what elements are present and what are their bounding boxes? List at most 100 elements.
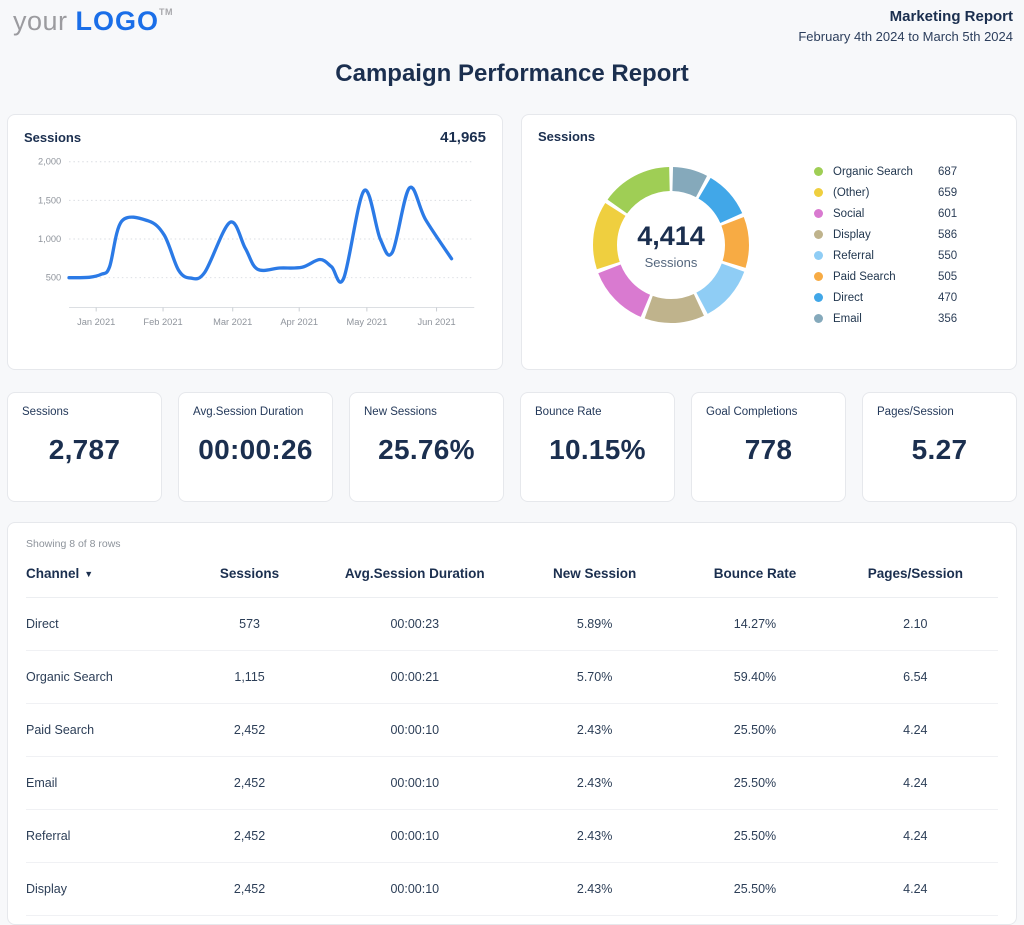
donut-legend: Organic Search 687 (Other) 659 Social 601 Disp… xyxy=(814,166,972,325)
company-logo: your LOGOTM xyxy=(13,6,173,37)
metric-cell: 00:00:23 xyxy=(390,617,440,631)
metric-cell: 59.40% xyxy=(733,670,777,684)
line-chart-svg: 500 1,000 1,500 2,000 Jan 2021 Feb 2021 Mar 20… xyxy=(38,157,475,327)
metric-cell: 2,452 xyxy=(233,723,266,737)
sessions-line-panel: Sessions 41,965 500 1,000 1,500 2,000 Jan 20… xyxy=(7,114,503,370)
legend-label: Display xyxy=(833,228,871,241)
legend-label: Referral xyxy=(833,249,874,262)
table-row-email: Email 2,452 00:00:10 2.43% 25.50% 4.24 xyxy=(26,757,998,810)
kpi-card-new-sessions: New Sessions 25.76% xyxy=(349,392,504,502)
kpi-value: 778 xyxy=(744,434,793,465)
metric-cell: 2.43% xyxy=(576,829,613,843)
legend-item-direct[interactable]: Direct 470 xyxy=(814,292,972,304)
metric-cell: 5.89% xyxy=(576,617,613,631)
kpi-label: Avg.Session Duration xyxy=(193,406,304,418)
legend-value: 356 xyxy=(938,312,958,325)
metric-cell: 25.50% xyxy=(733,776,777,790)
kpi-row: Sessions 2,787 Avg.Session Duration 00:00:2… xyxy=(7,392,1017,502)
legend-item-email[interactable]: Email 356 xyxy=(814,313,972,325)
line-chart-title: Sessions xyxy=(24,130,82,145)
header: your LOGOTM Marketing Report February 4t… xyxy=(7,0,1017,44)
legend-value: 550 xyxy=(938,249,958,262)
svg-text:2,000: 2,000 xyxy=(38,157,61,167)
report-meta: Marketing Report February 4th 2024 to Ma… xyxy=(798,6,1013,44)
donut-body: 4,414 Sessions Organic Search 687 (Other) 6… xyxy=(538,150,1000,340)
table-row-referral: Referral 2,452 00:00:10 2.43% 25.50% 4.24 xyxy=(26,810,998,863)
svg-text:Jun 2021: Jun 2021 xyxy=(417,317,455,327)
table-body: Direct 573 00:00:23 5.89% 14.27% 2.10 Organic … xyxy=(26,598,998,916)
legend-label: Organic Search xyxy=(833,165,913,178)
column-header-pages-session[interactable]: Pages/Session xyxy=(867,566,963,581)
metric-cell: 2.10 xyxy=(903,617,928,631)
kpi-card-bounce-rate: Bounce Rate 10.15% xyxy=(520,392,675,502)
line-chart-total: 41,965 xyxy=(440,129,486,146)
metric-cell: 2.43% xyxy=(576,776,613,790)
kpi-card-goal-completions: Goal Completions 778 xyxy=(691,392,846,502)
metric-cell: 2,452 xyxy=(233,882,266,896)
sessions-donut-chart: 4,414 Sessions xyxy=(576,150,766,340)
legend-label: (Other) xyxy=(833,186,870,199)
legend-color-dot xyxy=(814,188,823,197)
legend-item-social[interactable]: Social 601 xyxy=(814,208,972,220)
kpi-card-avg-session-duration: Avg.Session Duration 00:00:26 xyxy=(178,392,333,502)
metric-cell: 00:00:21 xyxy=(390,670,440,684)
metric-cell: 2.43% xyxy=(576,882,613,896)
legend-item-display[interactable]: Display 586 xyxy=(814,229,972,241)
svg-text:Apr 2021: Apr 2021 xyxy=(280,317,318,327)
legend-color-dot xyxy=(814,209,823,218)
channel-table-panel: Showing 8 of 8 rows Channel ▼ Sessions Avg.… xyxy=(7,522,1017,925)
legend-label: Direct xyxy=(833,291,864,304)
channel-name-cell: Direct xyxy=(26,617,59,631)
report-date-range: February 4th 2024 to March 5th 2024 xyxy=(798,29,1013,44)
metric-cell: 5.70% xyxy=(576,670,613,684)
channel-name-cell: Referral xyxy=(26,829,71,843)
svg-text:Feb 2021: Feb 2021 xyxy=(143,317,182,327)
donut-segment-display xyxy=(593,167,749,323)
column-header-sessions[interactable]: Sessions xyxy=(219,566,280,581)
svg-text:1,500: 1,500 xyxy=(38,195,61,205)
metric-cell: 00:00:10 xyxy=(390,829,440,843)
metric-cell: 1,115 xyxy=(234,670,265,684)
channel-name-cell: Organic Search xyxy=(26,670,113,684)
metric-cell: 2.43% xyxy=(576,723,613,737)
column-header-bounce-rate[interactable]: Bounce Rate xyxy=(713,566,797,581)
line-panel-header: Sessions 41,965 xyxy=(24,129,486,146)
kpi-card-pages-session: Pages/Session 5.27 xyxy=(862,392,1017,502)
column-header-new-session[interactable]: New Session xyxy=(552,566,637,581)
column-header-label: Channel xyxy=(26,566,80,581)
kpi-value: 10.15% xyxy=(549,434,646,465)
legend-label: Email xyxy=(833,312,862,325)
report-label: Marketing Report xyxy=(889,8,1013,25)
metric-cell: 573 xyxy=(239,617,260,631)
column-header-avg-session-duration[interactable]: Avg.Session Duration xyxy=(344,566,485,581)
kpi-value: 25.76% xyxy=(378,434,475,465)
donut-chart-svg xyxy=(593,167,749,323)
donut-panel-header: Sessions xyxy=(538,129,1000,144)
channel-name-cell: Display xyxy=(26,882,67,896)
legend-color-dot xyxy=(814,251,823,260)
table-row-count: Showing 8 of 8 rows xyxy=(26,538,121,550)
kpi-label: Pages/Session xyxy=(877,406,954,418)
donut-segment--other- xyxy=(593,167,749,323)
kpi-value: 2,787 xyxy=(48,434,121,465)
legend-color-dot xyxy=(814,167,823,176)
metric-cell: 00:00:10 xyxy=(390,776,440,790)
charts-row: Sessions 41,965 500 1,000 1,500 2,000 Jan 20… xyxy=(7,114,1017,370)
metric-cell: 14.27% xyxy=(733,617,777,631)
sessions-donut-panel: Sessions 4,414 Sessions Organic Search 68… xyxy=(521,114,1017,370)
channel-name-cell: Email xyxy=(26,776,58,790)
legend-value: 586 xyxy=(938,228,958,241)
legend-color-dot xyxy=(814,293,823,302)
legend-value: 470 xyxy=(938,291,958,304)
legend-value: 505 xyxy=(938,270,958,283)
legend-color-dot xyxy=(814,272,823,281)
column-header-channel-sort[interactable]: Channel ▼ xyxy=(26,566,182,581)
metric-cell: 00:00:10 xyxy=(390,723,440,737)
legend-item-paid-search[interactable]: Paid Search 505 xyxy=(814,271,972,283)
legend-item--other-[interactable]: (Other) 659 xyxy=(814,187,972,199)
logo-trademark: TM xyxy=(159,7,174,17)
legend-item-organic-search[interactable]: Organic Search 687 xyxy=(814,166,972,178)
sessions-line-chart: 500 1,000 1,500 2,000 Jan 2021 Feb 2021 Mar 20… xyxy=(24,148,486,342)
legend-item-referral[interactable]: Referral 550 xyxy=(814,250,972,262)
